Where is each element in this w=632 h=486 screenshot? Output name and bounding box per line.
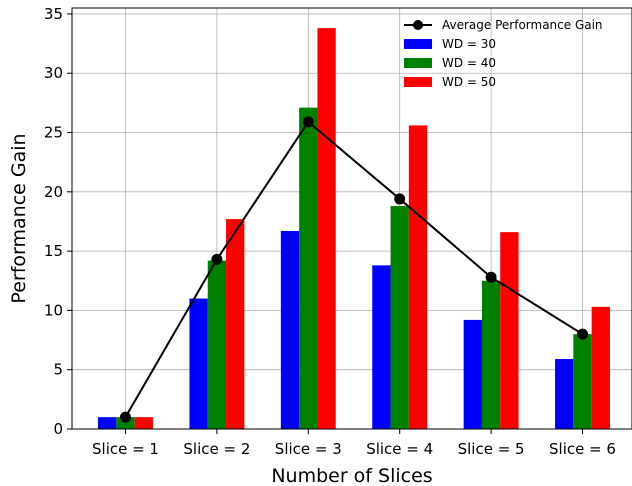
bar-wd=50-2 [226, 219, 245, 429]
bar-wd=40-2 [207, 260, 227, 429]
legend-label: WD = 50 [442, 75, 496, 89]
bar-wd=30-6 [555, 359, 574, 429]
bar-wd=50-5 [500, 232, 519, 429]
bar-wd=30-3 [280, 230, 300, 429]
x-tick-label: Slice = 3 [275, 440, 342, 458]
axis-ticks: 0 5 10 15 20 25 30 35 Slice = 1 Slice = 2 Slice = … [44, 5, 616, 458]
legend-label: WD = 40 [442, 56, 496, 70]
legend-label: WD = 30 [442, 37, 496, 51]
bar-wd=40-1 [116, 417, 135, 429]
x-tick-label: Slice = 6 [549, 440, 616, 458]
bar-wd=30-1 [98, 417, 117, 429]
bar-wd=40-4 [390, 206, 409, 429]
bar-wd=50-1 [134, 417, 153, 429]
legend: Average Performance Gain WD = 30 WD = 40 WD… [404, 18, 603, 89]
y-tick-label: 15 [44, 242, 63, 260]
x-tick-label: Slice = 2 [183, 440, 250, 458]
bars [98, 28, 610, 430]
legend-swatch [404, 39, 432, 49]
bar-wd=40-5 [481, 280, 501, 429]
y-axis-title: Performance Gain [8, 133, 30, 303]
legend-label: Average Performance Gain [442, 18, 603, 32]
bar-wd=30-5 [463, 319, 482, 429]
bar-wd=40-3 [299, 107, 318, 429]
average-performance-line [124, 120, 584, 418]
y-tick-label: 30 [44, 64, 63, 82]
bar-wd=40-6 [573, 334, 592, 429]
bar-wd=50-6 [591, 306, 610, 429]
y-tick-label: 10 [44, 301, 63, 319]
y-tick-label: 25 [44, 124, 63, 142]
y-tick-label: 20 [44, 183, 63, 201]
x-tick-label: Slice = 1 [92, 440, 159, 458]
average-point-4 [394, 193, 406, 205]
average-point-1 [120, 411, 131, 423]
average-point-3 [302, 116, 314, 128]
average-point-6 [577, 328, 588, 340]
average-point-2 [211, 253, 223, 265]
bar-wd=50-4 [408, 125, 428, 429]
y-tick-label: 0 [53, 420, 63, 438]
legend-swatch [404, 77, 432, 87]
plot-frame [71, 7, 632, 430]
x-tick-label: Slice = 5 [458, 440, 525, 458]
legend-marker [413, 20, 423, 30]
average-line [120, 116, 588, 423]
x-tick-label: Slice = 4 [366, 440, 433, 458]
average-point-5 [485, 271, 497, 283]
bar-wd=30-4 [372, 265, 391, 429]
bar-wd=50-3 [317, 28, 336, 430]
bar-wd=30-2 [189, 298, 208, 429]
x-axis-title: Number of Slices [271, 465, 432, 486]
y-tick-label: 5 [53, 361, 63, 379]
legend-swatch [404, 58, 432, 68]
y-tick-label: 35 [44, 5, 63, 23]
